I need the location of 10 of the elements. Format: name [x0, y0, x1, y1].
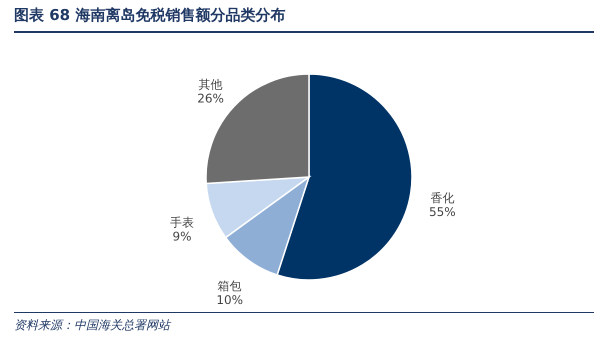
slice-label: 箱包	[218, 279, 242, 294]
slice-label: 其他	[198, 78, 223, 92]
slice-label: 手表	[170, 216, 194, 230]
data-label: 10%	[216, 293, 243, 308]
slice-label: 香化	[430, 191, 454, 206]
chart-title: 图表 68 海南离岛免税销售额分品类分布	[14, 6, 594, 33]
data-label: 26%	[197, 92, 224, 106]
text: 资料来源：中国海关总署网站	[14, 312, 594, 334]
data-label: 9%	[172, 230, 192, 244]
data-label: 55%	[429, 205, 456, 220]
